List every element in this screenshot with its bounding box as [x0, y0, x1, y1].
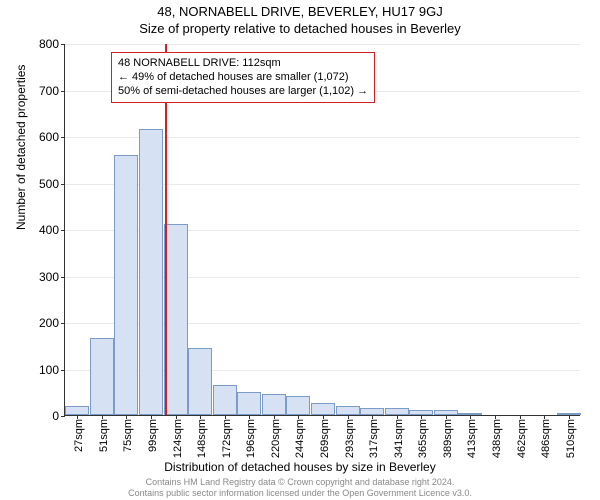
x-tick-label: 486sqm [540, 419, 552, 458]
annotation-line: ← 49% of detached houses are smaller (1,… [118, 71, 368, 85]
chart-subtitle: Size of property relative to detached ho… [0, 19, 600, 40]
annotation-line: 48 NORNABELL DRIVE: 112sqm [118, 57, 368, 71]
y-tick-label: 600 [39, 130, 65, 144]
y-tick-label: 100 [39, 363, 65, 377]
chart-supertitle: 48, NORNABELL DRIVE, BEVERLEY, HU17 9GJ [0, 0, 600, 19]
x-tick-label: 27sqm [73, 419, 85, 452]
y-tick-label: 200 [39, 316, 65, 330]
y-tick-label: 400 [39, 223, 65, 237]
histogram-bar [286, 396, 310, 415]
histogram-bar [262, 394, 286, 415]
x-tick-label: 172sqm [221, 419, 233, 458]
histogram-bar [139, 129, 163, 415]
x-tick-label: 438sqm [491, 419, 503, 458]
x-tick-label: 317sqm [368, 419, 380, 458]
histogram-bar [188, 348, 212, 415]
footer-line-1: Contains HM Land Registry data © Crown c… [0, 477, 600, 487]
footer-attribution: Contains HM Land Registry data © Crown c… [0, 477, 600, 498]
histogram-bar [213, 385, 237, 415]
histogram-bar [237, 392, 261, 415]
x-tick-label: 51sqm [98, 419, 110, 452]
y-tick-label: 700 [39, 84, 65, 98]
x-tick-label: 220sqm [270, 419, 282, 458]
gridline [65, 44, 580, 45]
histogram-bar [65, 406, 89, 415]
x-axis-label: Distribution of detached houses by size … [0, 460, 600, 474]
x-tick-label: 413sqm [466, 419, 478, 458]
x-tick-label: 148sqm [196, 419, 208, 458]
plot-area: 010020030040050060070080027sqm51sqm75sqm… [64, 44, 580, 416]
x-tick-label: 510sqm [565, 419, 577, 458]
x-tick-label: 124sqm [172, 419, 184, 458]
histogram-bar [385, 408, 409, 415]
footer-line-2: Contains public sector information licen… [0, 488, 600, 498]
histogram-bar [311, 403, 335, 415]
x-tick-label: 341sqm [393, 419, 405, 458]
x-tick-label: 196sqm [245, 419, 257, 458]
y-tick-label: 800 [39, 37, 65, 51]
y-tick-label: 500 [39, 177, 65, 191]
x-tick-label: 244sqm [294, 419, 306, 458]
x-tick-label: 293sqm [344, 419, 356, 458]
histogram-bar [114, 155, 138, 415]
histogram-bar [90, 338, 114, 415]
histogram-bar [360, 408, 384, 415]
x-tick-label: 365sqm [417, 419, 429, 458]
histogram-bar [164, 224, 188, 415]
y-tick-label: 0 [52, 409, 65, 423]
x-tick-label: 462sqm [516, 419, 528, 458]
x-tick-label: 389sqm [442, 419, 454, 458]
y-axis-label: Number of detached properties [14, 65, 28, 230]
y-tick-label: 300 [39, 270, 65, 284]
x-tick-label: 269sqm [319, 419, 331, 458]
annotation-line: 50% of semi-detached houses are larger (… [118, 85, 368, 99]
annotation-box: 48 NORNABELL DRIVE: 112sqm← 49% of detac… [111, 52, 375, 103]
x-tick-label: 75sqm [122, 419, 134, 452]
x-tick-label: 99sqm [147, 419, 159, 452]
histogram-bar [336, 406, 360, 415]
